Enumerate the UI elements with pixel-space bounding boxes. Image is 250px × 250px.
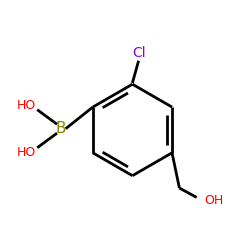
Text: OH: OH: [204, 194, 223, 207]
Text: HO: HO: [16, 146, 36, 159]
Text: B: B: [56, 121, 66, 136]
Text: Cl: Cl: [132, 46, 145, 60]
Text: HO: HO: [16, 99, 36, 112]
